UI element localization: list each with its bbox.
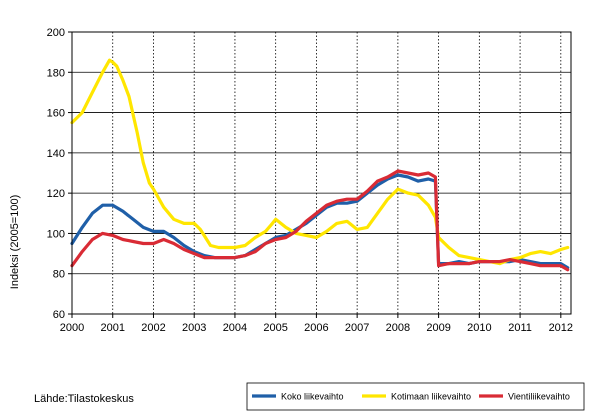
y-axis-label: Indeksi (2005=100): [9, 195, 21, 289]
series-layer: [70, 58, 570, 272]
y-tick-label: 180: [47, 67, 65, 79]
x-tick-label: 2007: [345, 322, 369, 334]
x-tick-label: 2000: [60, 322, 84, 334]
x-tick-label: 2009: [426, 322, 450, 334]
x-tick-label: 2011: [508, 322, 532, 334]
x-tick-label: 2006: [304, 322, 328, 334]
series-line-3: [70, 169, 570, 272]
x-tick-label: 2003: [182, 322, 206, 334]
x-tick-label: 2004: [223, 322, 247, 334]
x-tick-label: 2008: [386, 322, 410, 334]
legend-label: Koko liikevaihto: [281, 392, 344, 402]
grid: [72, 32, 571, 314]
y-tick-label: 140: [47, 148, 65, 160]
plot-border: [71, 31, 572, 315]
legend-box: [246, 382, 585, 411]
x-tick-label: 2012: [549, 322, 573, 334]
x-tick-label: 2005: [263, 322, 287, 334]
source-note: Lähde:Tilastokeskus: [34, 393, 134, 405]
legend-label: Kotimaan liikevaihto: [391, 392, 471, 402]
y-tick-label: 200: [47, 27, 65, 39]
y-axis-ticks: 60 80 100 120 140 160 180 200: [47, 27, 72, 321]
y-tick-label: 160: [47, 108, 65, 120]
x-tick-label: 2010: [467, 322, 491, 334]
legend-items: Koko liikevaihto Kotimaan liikevaihto Vien…: [252, 392, 570, 402]
x-tick-label: 2002: [141, 322, 165, 334]
legend: Koko liikevaihto Kotimaan liikevaihto Vien…: [246, 382, 585, 411]
y-tick-label: 80: [53, 269, 65, 281]
series-line-2: [70, 58, 570, 266]
x-tick-label: 2001: [100, 322, 124, 334]
series-line-1: [70, 173, 570, 270]
y-tick-label: 100: [47, 228, 65, 240]
legend-label: Vientiliikevaihto: [508, 392, 570, 402]
y-tick-label: 60: [53, 309, 65, 321]
y-tick-label: 120: [47, 188, 65, 200]
x-axis-ticks: 2000 2001 2002 2003 2004 2005 2006 2007 2008 2009…: [60, 314, 573, 334]
